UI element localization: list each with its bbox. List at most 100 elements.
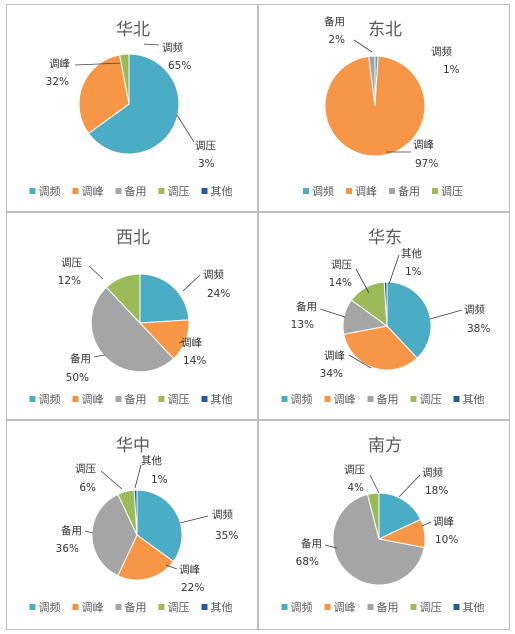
leader-line	[178, 340, 186, 344]
pie-slice	[119, 53, 130, 105]
legend-label: 备用	[125, 392, 147, 406]
slice-percent-label: 65%	[168, 60, 191, 72]
legend-swatch	[201, 604, 208, 610]
leader-line	[100, 470, 123, 490]
leader-line	[176, 114, 195, 143]
slice-category-label: 调频	[162, 41, 183, 54]
legend-label: 其他	[211, 393, 233, 406]
chart-title: 东北	[368, 20, 402, 40]
slice-percent-label: 13%	[291, 319, 314, 331]
leader-line	[388, 254, 400, 285]
legend-label: 调压	[168, 185, 190, 198]
slice-category-label: 调频	[203, 268, 224, 281]
slice-category-label: 备用	[61, 524, 82, 537]
legend-label: 调峰	[334, 601, 356, 614]
slice-percent-label: 34%	[320, 368, 343, 380]
slice-category-label: 调峰	[49, 58, 70, 70]
legend-swatch	[201, 188, 208, 194]
slice-category-label: 调峰	[413, 139, 434, 151]
slice-percent-label: 1%	[151, 474, 168, 486]
pie-slice	[368, 55, 376, 107]
chart-panel: 南方 调频 18% 调峰 10% 备用 68% 调压 4% 调频 调峰 备用 调压 其他	[258, 420, 510, 630]
legend-swatch	[72, 188, 79, 194]
slice-category-label: 其他	[401, 247, 422, 260]
legend-swatch	[158, 188, 165, 194]
legend-label: 调频	[39, 392, 61, 406]
slice-percent-label: 4%	[347, 482, 364, 494]
legend-swatch	[115, 396, 122, 402]
legend-swatch	[324, 396, 331, 402]
legend-label: 调压	[168, 393, 190, 406]
pie-slice	[136, 489, 183, 563]
leader-line	[398, 474, 421, 498]
legend-label: 调峰	[334, 393, 356, 406]
slice-percent-label: 50%	[66, 372, 89, 384]
leader-line	[182, 274, 201, 292]
slice-category-label: 备用	[70, 352, 91, 365]
legend-label: 备用	[125, 600, 147, 614]
chart-title: 西北	[116, 228, 150, 248]
slice-category-label: 调频	[464, 303, 485, 316]
leader-line	[179, 515, 209, 524]
slice-category-label: 调峰	[181, 337, 202, 349]
leader-line	[84, 530, 94, 534]
pie-slice	[386, 281, 432, 359]
slice-percent-label: 14%	[183, 355, 206, 367]
legend-swatch	[281, 396, 288, 402]
pie-slice	[324, 55, 426, 157]
slice-percent-label: 97%	[415, 158, 438, 170]
slice-category-label: 调峰	[324, 350, 345, 362]
legend-swatch	[432, 188, 438, 194]
slice-category-label: 备用	[301, 537, 322, 550]
slice-percent-label: 10%	[435, 534, 458, 546]
slice-category-label: 调压	[344, 464, 365, 476]
legend-label: 调峰	[82, 393, 104, 406]
legend-label: 调频	[39, 184, 61, 198]
legend-label: 调压	[168, 601, 190, 614]
slice-percent-label: 1%	[405, 266, 422, 278]
slice-percent-label: 22%	[181, 582, 204, 594]
legend-label: 调频	[291, 600, 313, 614]
slice-category-label: 调压	[61, 257, 82, 269]
pie-slice	[343, 325, 418, 371]
leader-line	[319, 308, 346, 318]
pie-slice	[383, 281, 388, 327]
slice-category-label: 备用	[324, 15, 345, 28]
leader-line	[348, 354, 372, 369]
legend-swatch	[72, 396, 79, 402]
pie-slice	[105, 273, 141, 325]
legend-swatch	[410, 396, 417, 402]
leader-line	[74, 62, 123, 66]
slice-category-label: 其他	[141, 454, 162, 467]
legend-label: 备用	[398, 184, 420, 198]
legend-swatch	[324, 604, 331, 610]
chart-title: 华中	[116, 436, 150, 456]
leader-line	[353, 39, 373, 53]
pie-slice	[87, 53, 180, 155]
legend-swatch	[29, 604, 36, 610]
slice-percent-label: 35%	[215, 530, 238, 542]
slice-percent-label: 24%	[207, 288, 230, 300]
pie-slice	[133, 489, 138, 536]
legend-swatch	[158, 604, 165, 610]
legend-label: 其他	[211, 185, 233, 198]
chart-panel: 华北 调频 65% 调峰 32% 调压 3% 调频 调峰 备用 调压 其他	[6, 4, 258, 212]
legend-label: 其他	[211, 601, 233, 614]
chart-panel: 东北 调频 1% 调峰 97% 备用 2% 调频 调峰 备用 调压	[258, 4, 510, 212]
leader-line	[324, 544, 338, 549]
legend-label: 调峰	[82, 601, 104, 614]
leader-line	[143, 43, 160, 46]
leader-line	[165, 564, 178, 570]
legend-swatch	[346, 188, 352, 194]
legend-swatch	[281, 604, 288, 610]
legend-label: 调峰	[82, 185, 104, 198]
legend-label: 备用	[377, 600, 399, 614]
legend-swatch	[303, 188, 309, 194]
slice-category-label: 调压	[195, 140, 216, 152]
legend-swatch	[453, 604, 460, 610]
slice-percent-label: 6%	[79, 482, 96, 494]
